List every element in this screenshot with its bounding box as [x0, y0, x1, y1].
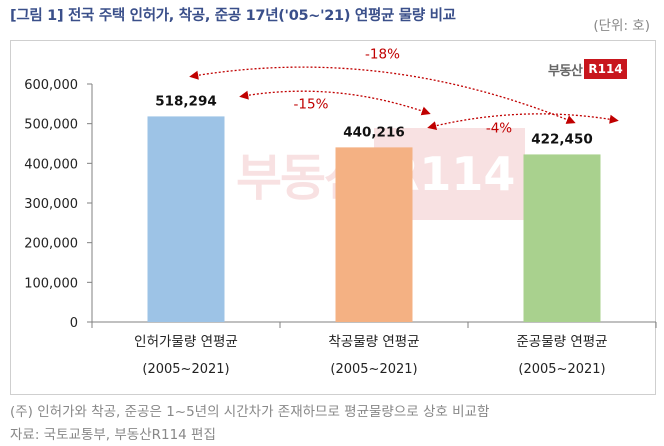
x-category-label: 준공물량 연평균 [516, 334, 607, 350]
bar-value-label: 422,450 [531, 131, 593, 147]
annotation-label: -4% [486, 120, 512, 136]
brand-logo-box: R114 [584, 59, 627, 79]
chart-title: [그림 1] 전국 주택 인허가, 착공, 준공 17년('05~'21) 연평… [10, 8, 456, 24]
annotation-label: -15% [294, 96, 329, 112]
y-tick-label: 300,000 [24, 197, 78, 212]
annotation-arrow [239, 90, 431, 116]
bar-value-label: 518,294 [155, 93, 217, 109]
unit-label: (단위: 호) [593, 18, 650, 34]
y-tick-label: 200,000 [24, 237, 78, 252]
x-category-period: (2005~2021) [518, 362, 605, 377]
y-tick-label: 0 [70, 316, 78, 331]
bar-value-label: 440,216 [343, 124, 405, 140]
x-category-label: 인허가물량 연평균 [134, 334, 238, 350]
y-tick-label: 600,000 [24, 78, 78, 93]
annotation-label: -18% [365, 46, 400, 62]
y-tick-label: 400,000 [24, 157, 78, 172]
bar [523, 154, 601, 322]
footnote: (주) 인허가와 착공, 준공은 1~5년의 시간차가 존재하므로 평균물량으로… [10, 404, 490, 420]
annotation-arrow [189, 66, 576, 124]
y-tick-label: 500,000 [24, 118, 78, 133]
chart-frame [10, 40, 656, 395]
y-tick-label: 100,000 [24, 276, 78, 291]
x-category-label: 착공물량 연평균 [328, 334, 419, 350]
x-category-period: (2005~2021) [330, 362, 417, 377]
annotation-arrow [427, 113, 619, 131]
x-category-period: (2005~2021) [142, 362, 229, 377]
bar [335, 147, 413, 322]
bar [147, 116, 225, 322]
source-note: 자료: 국토교통부, 부동산R114 편집 [10, 427, 216, 443]
